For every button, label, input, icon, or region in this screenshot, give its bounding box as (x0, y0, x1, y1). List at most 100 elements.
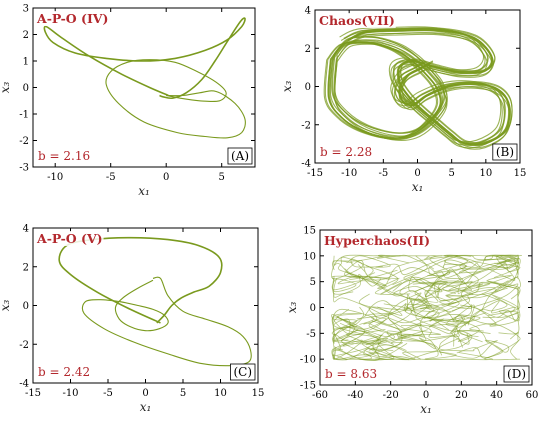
y-tick-label: -2 (19, 136, 29, 147)
trajectory-path (415, 254, 518, 281)
trajectory-path (333, 317, 382, 347)
panel-c: -15 -10 -5 0 5 10 15 -4 -2 0 2 4 x₁ x₃ A-P-O (V) b = 2.… (0, 224, 264, 415)
trajectory-path (426, 298, 481, 323)
x-tick-label: 60 (526, 390, 539, 401)
trajectory-path (331, 36, 445, 134)
panel-b: -15 -10 -5 0 5 10 15 -4 -2 0 2 4 x₁ x₃ Chaos(VII) b = 2… (280, 6, 527, 195)
x-tick-label: -10 (341, 168, 357, 179)
x-tick-label: 40 (490, 390, 503, 401)
y-tick-label: 4 (305, 6, 311, 17)
trajectory-group (323, 26, 513, 150)
trajectory-path (334, 36, 448, 134)
trajectory-path (380, 271, 473, 295)
trajectory-path (404, 299, 475, 326)
x-tick-label: -40 (347, 390, 363, 401)
trajectory-path (402, 294, 440, 322)
x-tick-label: 5 (180, 388, 186, 399)
trajectory-path (336, 333, 422, 360)
x-tick-label: -20 (383, 390, 399, 401)
trajectory-path (333, 273, 382, 298)
x-tick-label: -15 (307, 168, 323, 179)
y-tick-label: 3 (23, 4, 29, 15)
trajectory-path (329, 39, 444, 138)
trajectory-path (332, 316, 355, 353)
trajectory-path (377, 306, 479, 338)
trajectory-path (349, 303, 413, 338)
trajectory-path (331, 308, 362, 336)
y-tick-label: -1 (19, 110, 29, 121)
y-tick-label: -5 (306, 329, 316, 340)
trajectory-path (342, 32, 505, 149)
y-axis-label: x₃ (285, 302, 299, 314)
x-tick-label: -5 (106, 172, 116, 183)
trajectory-path (400, 312, 486, 335)
trajectory-path (332, 333, 384, 360)
y-tick-label: -2 (301, 120, 311, 131)
parameter-label: b = 8.63 (325, 367, 377, 381)
trajectory-path (358, 293, 403, 317)
y-tick-label: 4 (23, 224, 29, 235)
x-tick-label: -10 (62, 388, 78, 399)
trajectory-path (484, 339, 521, 361)
x-tick-label: 0 (163, 172, 169, 183)
trajectory-path (459, 300, 516, 343)
y-tick-label: 0 (305, 82, 311, 93)
trajectory-path (329, 42, 443, 141)
x-axis-label: x₁ (138, 184, 150, 198)
panel-letter: (B) (496, 145, 514, 159)
trajectory-path (105, 59, 246, 139)
trajectory-path (58, 236, 223, 324)
parameter-label: b = 2.16 (38, 149, 90, 163)
trajectory-group (331, 254, 523, 362)
y-tick-label: 1 (23, 57, 29, 68)
trajectory-path (337, 256, 398, 281)
trajectory-path (433, 254, 511, 273)
trajectory-path (448, 266, 516, 295)
trajectory-path (428, 254, 488, 279)
x-tick-label: 15 (514, 168, 527, 179)
x-tick-label: 5 (219, 172, 225, 183)
x-axis-label: x₁ (420, 402, 432, 416)
trajectory-path (498, 288, 520, 335)
x-tick-label: 0 (142, 388, 148, 399)
y-tick-label: 2 (23, 262, 29, 273)
x-axis-label: x₁ (412, 180, 424, 194)
panel-title: A-P-O (IV) (36, 11, 108, 26)
trajectory-path (405, 301, 472, 322)
trajectory-path (404, 275, 519, 318)
trajectory-path (359, 343, 410, 361)
y-axis-label: x₃ (280, 81, 294, 93)
y-tick-label: 2 (305, 44, 311, 55)
y-tick-label: -4 (301, 159, 311, 170)
parameter-label: b = 2.28 (320, 145, 372, 159)
x-tick-label: 20 (455, 390, 468, 401)
y-tick-label: 0 (310, 303, 316, 314)
trajectory-path (334, 39, 448, 137)
trajectory-path (331, 275, 399, 295)
panel-d: -60 -40 -20 0 20 40 60 -15 -10 -5 0 5 10 15 x₁ x₃ Hyperc… (285, 226, 539, 417)
trajectory-path (324, 41, 439, 139)
trajectory-path (446, 275, 521, 297)
x-tick-label: -10 (47, 172, 63, 183)
trajectory-path (333, 303, 407, 330)
trajectory-path (438, 337, 498, 359)
trajectory-path (346, 255, 449, 276)
trajectory-path (447, 280, 519, 308)
trajectory-path (332, 308, 375, 344)
x-tick-label: -5 (378, 168, 388, 179)
y-axis-label: x₃ (0, 300, 12, 312)
y-axis-label: x₃ (0, 82, 12, 94)
x-tick-label: 5 (448, 168, 454, 179)
y-tick-label: 10 (303, 251, 316, 262)
panel-letter: (D) (507, 367, 526, 381)
x-tick-label: 10 (479, 168, 492, 179)
trajectory-path (375, 334, 464, 360)
x-tick-label: 0 (414, 168, 420, 179)
panel-title: Chaos(VII) (319, 13, 395, 28)
trajectory-path (332, 255, 401, 271)
panel-title: A-P-O (V) (36, 231, 103, 246)
trajectory-group (58, 236, 252, 367)
x-axis-label: x₁ (140, 400, 152, 414)
x-tick-label: -60 (312, 390, 328, 401)
